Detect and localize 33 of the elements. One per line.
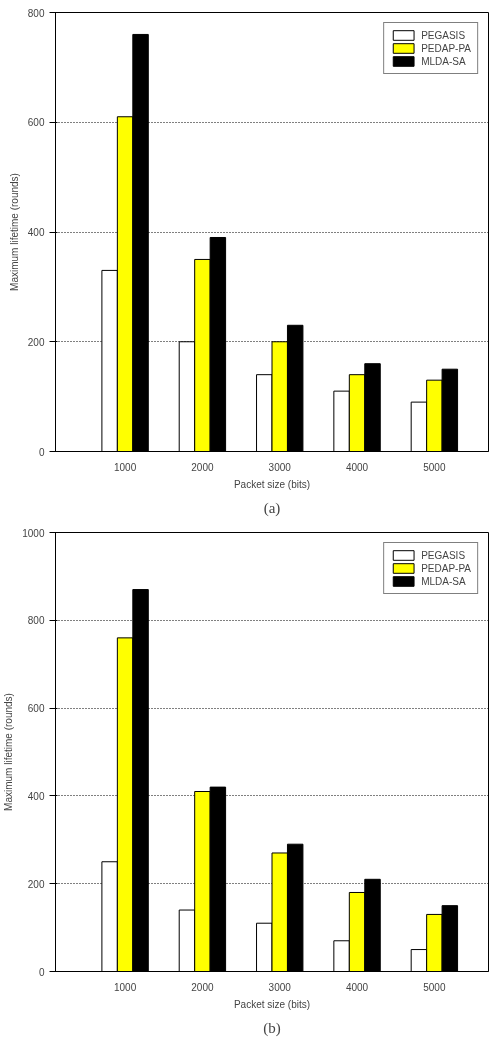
x-tick-label: 4000	[345, 461, 369, 473]
y-tick-label: 0	[38, 966, 45, 978]
x-tick-label: 3000	[268, 461, 292, 473]
y-tick-label: 1000	[22, 527, 45, 539]
y-tick-label: 0	[38, 446, 45, 458]
x-axis-title: Packet size (bits)	[233, 998, 311, 1010]
x-tick-label: 3000	[268, 981, 292, 993]
y-axis-title: Maximum lifetime (rounds)	[3, 693, 15, 811]
legend-label: PEDAP-PA	[421, 42, 471, 54]
x-tick-label: 1000	[113, 981, 137, 993]
x-tick-label: 5000	[423, 981, 446, 993]
text: (b)	[263, 1019, 281, 1037]
legend-label: PEDAP-PA	[421, 562, 471, 574]
y-tick-label: 200	[27, 336, 45, 348]
y-axis-title: Maximum lifetime (rounds)	[8, 173, 20, 291]
y-tick-label: 600	[27, 703, 45, 715]
y-tick-label: 800	[27, 7, 45, 19]
x-tick-label: 4000	[345, 981, 369, 993]
y-tick-label: 800	[27, 615, 45, 627]
legend-label: PEGASIS	[421, 549, 466, 561]
x-tick-label: 1000	[113, 461, 137, 473]
legend-label: MLDA-SA	[421, 55, 466, 67]
x-tick-label: 2000	[191, 981, 214, 993]
legend-label: MLDA-SA	[421, 575, 466, 587]
text: (a)	[263, 499, 281, 517]
x-tick-label: 5000	[423, 461, 446, 473]
x-axis-title: Packet size (bits)	[233, 478, 311, 490]
y-tick-label: 400	[27, 790, 45, 802]
y-tick-label: 600	[27, 117, 45, 129]
x-tick-label: 2000	[191, 461, 214, 473]
y-tick-label: 200	[27, 878, 45, 890]
legend-label: PEGASIS	[421, 29, 466, 41]
y-tick-label: 400	[27, 227, 45, 238]
